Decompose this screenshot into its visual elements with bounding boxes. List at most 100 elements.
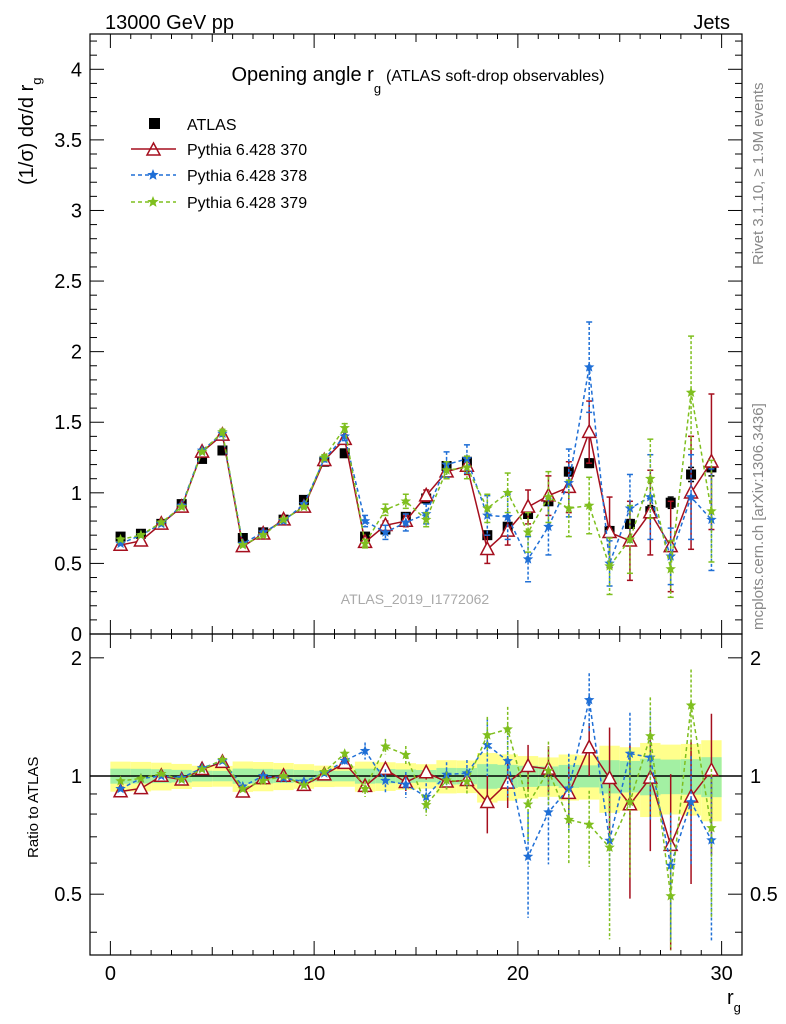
data-point [645, 473, 656, 484]
ratio-point [604, 841, 615, 852]
legend-label-pythia-378: Pythia 6.428 378 [187, 168, 307, 185]
ratio-point [339, 755, 350, 766]
ratio-point [298, 779, 310, 790]
y-axis-label: (1/σ) dσ/d rg [16, 78, 44, 186]
data-point [298, 501, 310, 512]
data-point [115, 538, 126, 549]
ratio-y-label: Ratio to ATLAS [25, 757, 42, 858]
ratio-point [624, 748, 636, 758]
ratio-point [685, 699, 697, 710]
data-point [135, 529, 147, 540]
ratio-point [135, 772, 147, 783]
data-point [257, 529, 269, 540]
data-point [380, 504, 391, 515]
ratio-point [645, 751, 656, 762]
data-point [217, 445, 228, 456]
axes-layer: 0 10 20 30 0 0.5 1 1.5 2 2.5 3 3.5 4 0.5 0.5 1 1 2 2 [54, 33, 778, 985]
ratio-point [257, 775, 269, 786]
legend-item-atlas: ATLAS [149, 117, 237, 134]
ratio-point [522, 851, 534, 861]
data-point [278, 514, 289, 525]
data-point [237, 539, 249, 550]
data-point [604, 560, 615, 571]
ratio-point [400, 778, 412, 789]
ratio-point [645, 730, 656, 741]
chart-title: Opening angle rg(ATLAS soft-drop observa… [231, 64, 604, 96]
ratio-point [583, 819, 595, 830]
y-tick-label: 1 [71, 483, 82, 505]
series-line [120, 392, 713, 570]
ratio-point [420, 799, 432, 810]
series-line [120, 429, 713, 551]
data-point [665, 563, 676, 574]
ratio-point [479, 793, 496, 809]
data-point [581, 423, 597, 439]
ratio-point [581, 738, 597, 754]
ratio-point [217, 754, 228, 765]
data-point [624, 533, 636, 544]
x-axis-label: rg [727, 987, 741, 1015]
data-point [217, 426, 228, 437]
data-point [543, 521, 554, 532]
mcplots-label: mcplots.cern.ch [arXiv:1306.3436] [750, 403, 767, 630]
ratio-y-tick-label: 0.5 [54, 884, 82, 906]
ratio-point [601, 769, 618, 785]
data-point [380, 526, 391, 537]
ratio-point [482, 729, 493, 740]
data-point [685, 387, 697, 398]
ratio-line [120, 699, 713, 866]
data-point [418, 486, 434, 502]
ratio-point [441, 774, 452, 785]
y-tick-label: 2 [71, 342, 82, 364]
ratio-point [115, 783, 126, 794]
y-tick-label: 3 [71, 200, 82, 222]
ratio-point [520, 757, 536, 773]
series-3 [115, 335, 717, 599]
ratio-point [543, 806, 554, 817]
data-point [502, 487, 513, 498]
ratio-point [502, 755, 513, 766]
data-point [563, 502, 575, 513]
data-point [522, 553, 534, 564]
ratio-line [120, 705, 713, 897]
legend-label-pythia-379: Pythia 6.428 379 [187, 195, 307, 212]
data-point [543, 491, 554, 502]
data-point [479, 540, 496, 556]
rivet-label: Rivet 3.1.10, ≥ 1.9M events [750, 83, 767, 266]
x-tick-label: 20 [507, 963, 529, 985]
series-1 [112, 393, 720, 593]
data-point [706, 505, 717, 516]
legend-item-pythia-379: Pythia 6.428 379 [131, 195, 307, 212]
data-point [196, 446, 208, 457]
data-point [359, 515, 371, 526]
data-point [197, 453, 208, 464]
watermark: ATLAS_2019_I1772062 [341, 591, 490, 607]
ratio-point [133, 779, 149, 795]
ratio-point [400, 749, 412, 760]
x-tick-label: 10 [303, 963, 325, 985]
ratio-point [583, 694, 595, 705]
data-point [685, 491, 697, 502]
x-tick-label: 30 [711, 963, 733, 985]
ratio-point [156, 768, 167, 779]
ratio-y-tick-label: 1 [750, 766, 761, 788]
legend-label-pythia-370: Pythia 6.428 370 [187, 142, 307, 159]
y-tick-label: 0.5 [54, 553, 82, 575]
ratio-point [278, 770, 289, 781]
legend-label-atlas: ATLAS [187, 117, 237, 134]
ratio-point [115, 775, 126, 786]
data-point [583, 361, 595, 372]
data-point [522, 526, 534, 537]
ratio-point [665, 890, 676, 901]
data-point [420, 514, 432, 525]
ratio-point [624, 796, 636, 807]
ratio-point [418, 763, 434, 779]
data-point [339, 430, 350, 441]
y-tick-label: 4 [71, 59, 82, 81]
ratio-point [380, 775, 391, 786]
ratio-point [706, 822, 717, 833]
ratio-point [237, 783, 249, 794]
data-point [706, 514, 717, 525]
y-tick-label: 1.5 [54, 412, 82, 434]
